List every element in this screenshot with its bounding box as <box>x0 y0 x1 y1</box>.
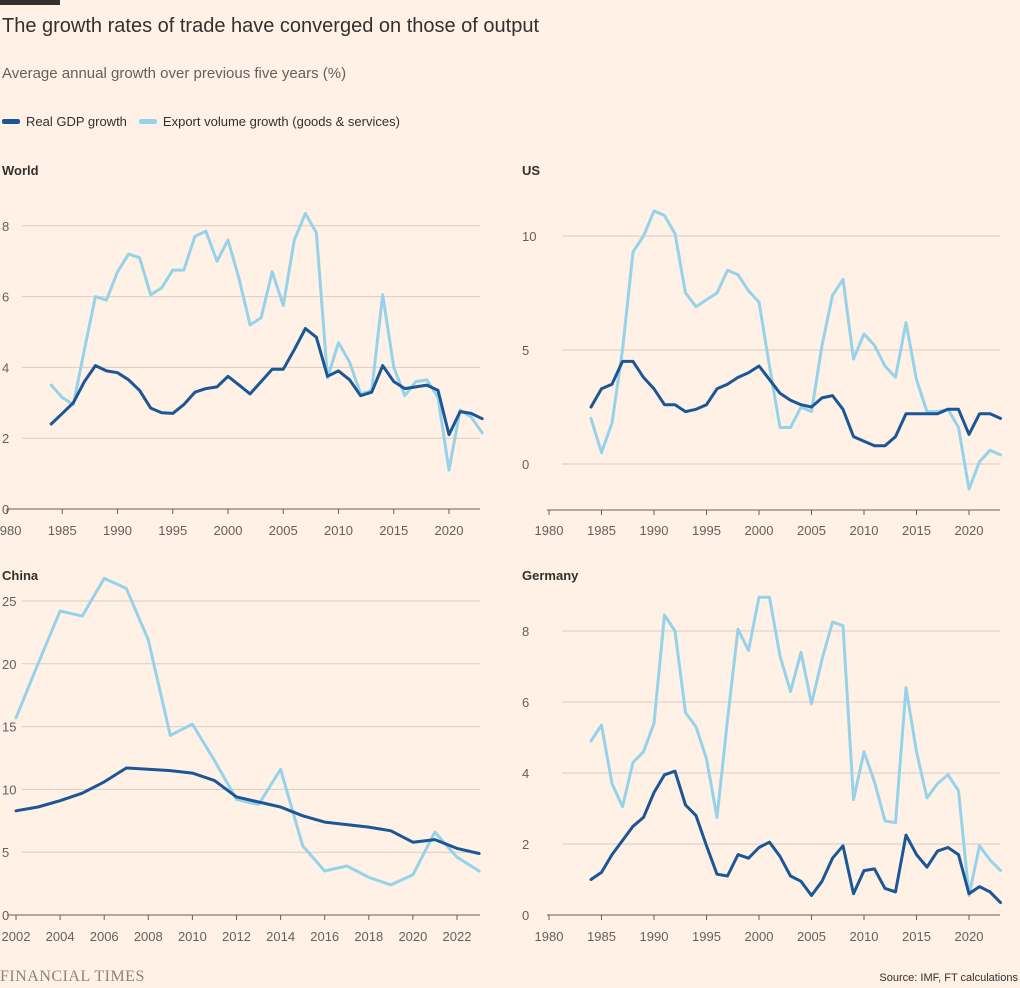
world-xtick-label: 2005 <box>269 523 298 538</box>
china-xtick-label: 2008 <box>134 929 163 944</box>
ft-logo: FINANCIAL TIMES <box>0 968 145 985</box>
china-ytick-label: 5 <box>2 845 9 860</box>
china-exports-line <box>14 576 481 887</box>
panel-title-us: US <box>522 163 541 178</box>
china-xtick-label: 2016 <box>310 929 339 944</box>
germany-xtick-label: 1985 <box>587 929 616 944</box>
world-ytick-label: 2 <box>2 431 9 446</box>
world-ytick-label: 8 <box>2 219 9 234</box>
germany-xtick-label: 1990 <box>640 929 669 944</box>
us-xtick-label: 1990 <box>640 523 669 538</box>
us-xtick-label: 2000 <box>745 523 774 538</box>
world-xtick-label: 2020 <box>435 523 464 538</box>
world-exports-line <box>49 211 484 472</box>
germany-gdp-line <box>589 769 1002 905</box>
ft-top-bar <box>0 0 60 5</box>
world-xtick-label: 1980 <box>0 523 21 538</box>
source-note: Source: IMF, FT calculations <box>879 972 1018 984</box>
us-xtick-label: 2005 <box>797 523 826 538</box>
china-xtick-label: 2002 <box>2 929 31 944</box>
legend-label-gdp: Real GDP growth <box>26 114 127 129</box>
germany-xtick-label: 2005 <box>797 929 826 944</box>
us-ytick-label: 10 <box>522 229 536 244</box>
china-xtick-label: 2014 <box>266 929 295 944</box>
china-ytick-label: 0 <box>2 908 9 923</box>
germany-xtick-label: 1995 <box>692 929 721 944</box>
world-xtick-label: 1990 <box>103 523 132 538</box>
panel-title-world: World <box>2 163 39 178</box>
germany-ytick-label: 4 <box>522 766 529 781</box>
germany-xtick-label: 2010 <box>850 929 879 944</box>
legend-swatch-exports <box>138 119 157 124</box>
germany-xtick-label: 2015 <box>902 929 931 944</box>
us-gdp-line <box>589 359 1002 448</box>
china-ytick-label: 15 <box>2 720 16 735</box>
world-xtick-label: 2000 <box>214 523 243 538</box>
us-xtick-label: 2010 <box>850 523 879 538</box>
china-xtick-label: 2004 <box>46 929 75 944</box>
us-ytick-label: 0 <box>522 457 529 472</box>
world-ytick-label: 4 <box>2 360 9 375</box>
world-ytick-label: 6 <box>2 290 9 305</box>
china-xtick-label: 2006 <box>90 929 119 944</box>
legend-label-exports: Export volume growth (goods & services) <box>162 114 400 129</box>
legend: Real GDP growth Export volume growth (go… <box>2 114 400 129</box>
china-gdp-line <box>14 766 481 855</box>
germany-xtick-label: 1980 <box>535 929 564 944</box>
chart-title: The growth rates of trade have converged… <box>2 15 540 37</box>
us-xtick-label: 1980 <box>535 523 564 538</box>
world-xtick-label: 1995 <box>158 523 187 538</box>
germany-ytick-label: 8 <box>522 624 529 639</box>
china-ytick-label: 25 <box>2 594 16 609</box>
us-xtick-label: 1985 <box>587 523 616 538</box>
us-exports-line <box>589 209 1002 491</box>
us-xtick-label: 2020 <box>955 523 984 538</box>
china-xtick-label: 2018 <box>354 929 383 944</box>
world-xtick-label: 2015 <box>379 523 408 538</box>
china-xtick-label: 2012 <box>222 929 251 944</box>
us-xtick-label: 1995 <box>692 523 721 538</box>
us-xtick-label: 2015 <box>902 523 931 538</box>
china-xtick-label: 2010 <box>178 929 207 944</box>
china-ytick-label: 20 <box>2 657 16 672</box>
world-xtick-label: 2010 <box>324 523 353 538</box>
china-ytick-label: 10 <box>2 782 16 797</box>
china-xtick-label: 2020 <box>398 929 427 944</box>
germany-xtick-label: 2020 <box>955 929 984 944</box>
germany-ytick-label: 0 <box>522 908 529 923</box>
panel-title-china: China <box>2 568 39 583</box>
panel-title-germany: Germany <box>522 568 579 583</box>
germany-ytick-label: 2 <box>522 837 529 852</box>
world-ytick-label: 0 <box>2 502 9 517</box>
chart-subtitle: Average annual growth over previous five… <box>2 65 347 82</box>
world-gdp-line <box>49 327 484 437</box>
us-ytick-label: 5 <box>522 343 529 358</box>
germany-ytick-label: 6 <box>522 695 529 710</box>
germany-xtick-label: 2000 <box>745 929 774 944</box>
china-xtick-label: 2022 <box>443 929 472 944</box>
germany-exports-line <box>589 595 1002 897</box>
world-xtick-label: 1985 <box>48 523 77 538</box>
legend-swatch-gdp <box>2 119 20 124</box>
